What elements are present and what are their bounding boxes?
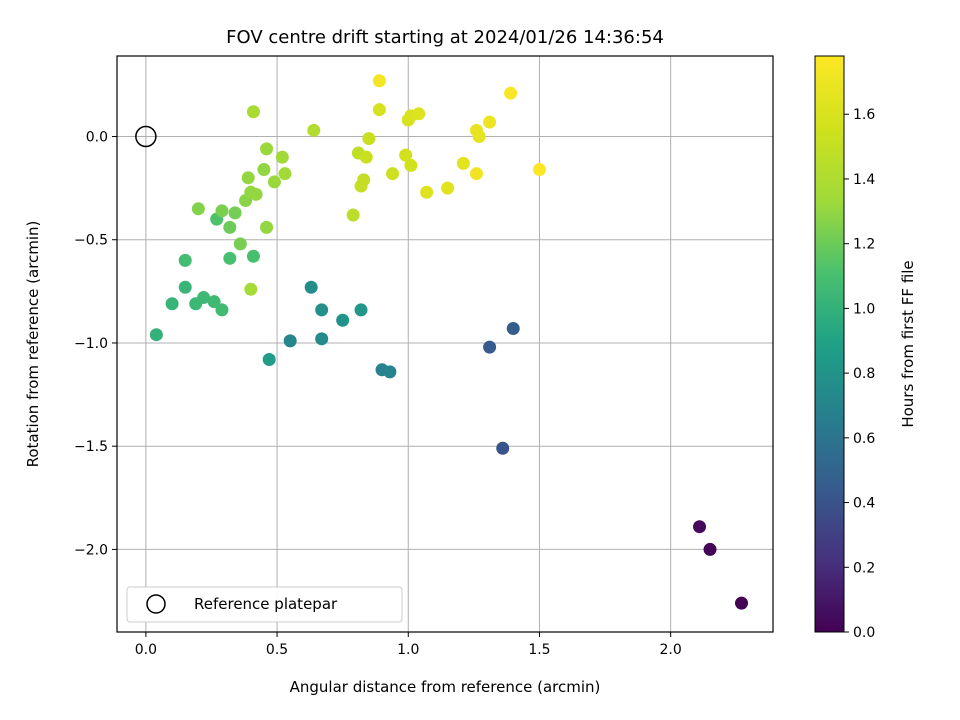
data-point (506, 322, 520, 336)
data-point (346, 208, 360, 222)
data-point (496, 441, 510, 455)
y-tick-label: 0.0 (86, 130, 108, 146)
legend: Reference platepar (126, 586, 403, 623)
data-point (241, 171, 255, 185)
y-axis-label: Rotation from reference (arcmin) (24, 221, 42, 468)
data-point (354, 303, 368, 317)
data-point (191, 202, 205, 216)
data-point (420, 185, 434, 199)
x-tick-label: 0.5 (266, 642, 288, 658)
data-point (336, 313, 350, 327)
data-point (456, 156, 470, 170)
y-tick-label: −2.0 (74, 542, 108, 558)
data-point (249, 187, 263, 201)
data-point (383, 365, 397, 379)
data-point (372, 103, 386, 117)
data-point (483, 115, 497, 129)
data-point (246, 105, 260, 119)
y-axis-ticks: 0.0 −0.5 −1.0 −1.5 −2.0 (74, 130, 117, 558)
data-point (359, 150, 373, 164)
x-tick-label: 1.5 (528, 642, 550, 658)
data-point (260, 142, 274, 156)
data-point (262, 352, 276, 366)
data-point (257, 163, 271, 177)
data-point (283, 334, 297, 348)
data-point (278, 167, 292, 181)
data-point (165, 297, 179, 311)
data-point (304, 280, 318, 294)
plot-frame (116, 55, 774, 633)
y-tick-label: −1.5 (74, 439, 108, 455)
colorbar: 0.0 0.2 0.4 0.6 0.8 1.0 1.2 1.4 1.6 Hours from f… (814, 55, 917, 641)
colorbar-tick-label: 1.4 (853, 172, 875, 188)
scatter-points (149, 74, 749, 610)
colorbar-tick-label: 1.6 (853, 107, 875, 123)
colorbar-tick-label: 0.4 (853, 496, 875, 512)
grid-lines (117, 56, 773, 632)
data-point (386, 167, 400, 181)
data-point (215, 204, 229, 218)
colorbar-tick-label: 0.0 (853, 625, 875, 641)
data-point (149, 328, 163, 342)
colorbar-tick-label: 1.0 (853, 301, 875, 317)
data-point (244, 282, 258, 296)
data-point (469, 167, 483, 181)
data-point (404, 158, 418, 172)
data-point (315, 332, 329, 346)
data-point (412, 107, 426, 121)
data-point (735, 596, 749, 610)
data-point (197, 291, 211, 305)
colorbar-tick-label: 0.6 (853, 431, 875, 447)
data-point (372, 74, 386, 88)
data-point (246, 249, 260, 263)
x-axis-ticks: 0.0 0.5 1.0 1.5 2.0 (135, 632, 682, 658)
chart-title: FOV centre drift starting at 2024/01/26 … (226, 27, 664, 48)
data-point (441, 181, 455, 195)
data-point (267, 175, 281, 189)
data-point (315, 303, 329, 317)
legend-box (126, 586, 403, 623)
data-point (703, 542, 717, 556)
data-point (362, 132, 376, 146)
data-point (223, 251, 237, 265)
colorbar-tick-label: 1.2 (853, 237, 875, 253)
y-tick-label: −1.0 (74, 336, 108, 352)
data-point (207, 295, 221, 309)
data-point (223, 220, 237, 234)
legend-label: Reference platepar (194, 595, 338, 613)
colorbar-gradient (815, 56, 844, 632)
data-point (357, 173, 371, 187)
reference-point (135, 125, 157, 148)
colorbar-tick-label: 0.8 (853, 366, 875, 382)
colorbar-label: Hours from first FF file (899, 260, 917, 427)
colorbar-frame (814, 55, 845, 633)
data-point (399, 148, 413, 162)
legend-marker-icon (146, 594, 166, 614)
x-tick-label: 2.0 (660, 642, 682, 658)
data-point (260, 220, 274, 234)
data-point (693, 520, 707, 534)
data-point (469, 123, 483, 137)
data-point (228, 206, 242, 220)
x-tick-label: 1.0 (397, 642, 419, 658)
data-point (178, 280, 192, 294)
data-point (504, 86, 518, 100)
x-axis-label: Angular distance from reference (arcmin) (290, 678, 601, 696)
data-point (307, 123, 321, 137)
colorbar-ticks: 0.0 0.2 0.4 0.6 0.8 1.0 1.2 1.4 1.6 (844, 107, 875, 641)
x-tick-label: 0.0 (135, 642, 157, 658)
data-point (215, 303, 229, 317)
y-tick-label: −0.5 (74, 233, 108, 249)
data-point (233, 237, 247, 251)
data-point (275, 150, 289, 164)
data-point (532, 163, 546, 177)
data-point (178, 253, 192, 267)
data-point (483, 340, 497, 354)
colorbar-tick-label: 0.2 (853, 560, 875, 576)
